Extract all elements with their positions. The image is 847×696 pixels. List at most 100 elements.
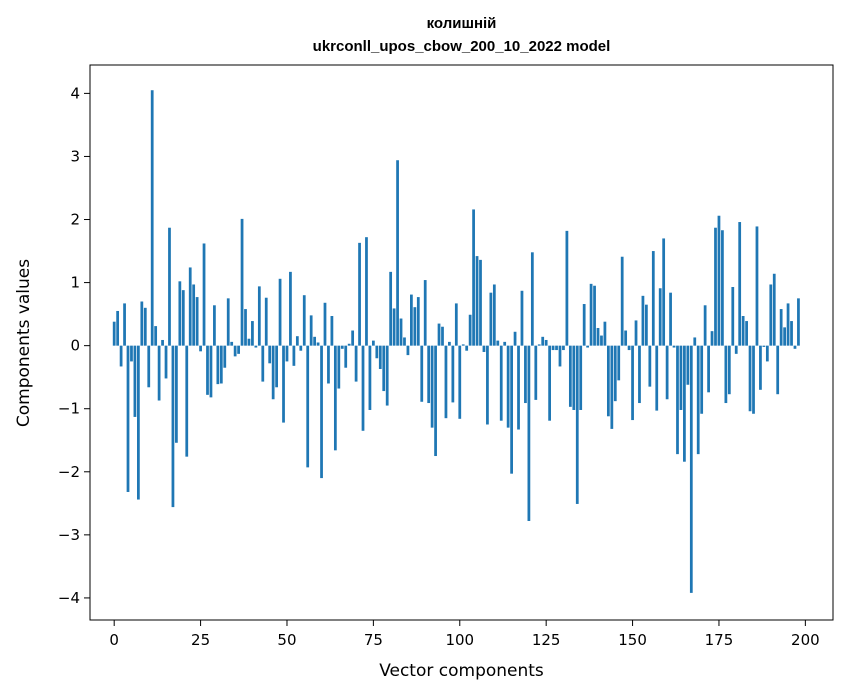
x-tick-label: 200 — [791, 631, 820, 649]
bar-86 — [410, 294, 413, 346]
bar-187 — [759, 345, 762, 390]
bar-95 — [441, 326, 444, 346]
bar-105 — [475, 256, 479, 346]
y-tick-label: −4 — [58, 589, 80, 607]
bar-112 — [499, 345, 503, 421]
bar-55 — [302, 295, 306, 346]
bar-59 — [316, 342, 320, 346]
bar-76 — [375, 345, 379, 359]
bar-128 — [555, 345, 558, 351]
bar-132 — [568, 345, 572, 407]
bar-130 — [562, 345, 565, 351]
bar-50 — [285, 345, 289, 362]
bar-97 — [448, 341, 451, 346]
bar-190 — [769, 284, 773, 346]
bar-26 — [202, 243, 206, 346]
bar-24 — [195, 297, 199, 346]
y-tick-label: 3 — [70, 147, 80, 165]
bar-191 — [772, 273, 776, 346]
bar-154 — [645, 304, 648, 346]
bar-38 — [244, 309, 247, 346]
bar-165 — [683, 345, 686, 462]
y-tick-label: −3 — [58, 526, 80, 544]
bar-167 — [689, 345, 693, 593]
bar-92 — [430, 345, 434, 428]
bar-114 — [506, 345, 510, 428]
bar-133 — [572, 345, 576, 410]
bar-84 — [403, 337, 406, 346]
x-tick-label: 100 — [445, 631, 474, 649]
bar-129 — [558, 345, 562, 367]
bar-5 — [130, 345, 133, 362]
bar-70 — [354, 345, 358, 382]
x-axis-ticks: 0 25 50 75 100 125 150 175 200 — [109, 620, 820, 649]
bar-77 — [378, 345, 382, 369]
bar-13 — [157, 345, 161, 401]
bar-61 — [323, 302, 327, 346]
bars-group — [112, 90, 800, 593]
bar-168 — [693, 337, 697, 346]
bar-185 — [752, 345, 755, 414]
x-tick-label: 175 — [705, 631, 734, 649]
bar-48 — [278, 278, 282, 346]
bar-182 — [741, 316, 745, 346]
bar-146 — [617, 345, 621, 381]
bar-166 — [686, 345, 690, 385]
bar-79 — [385, 345, 389, 406]
bar-176 — [721, 230, 724, 346]
bar-161 — [669, 292, 672, 346]
bar-63 — [330, 316, 334, 346]
bar-88 — [416, 297, 420, 346]
bar-171 — [703, 305, 707, 346]
bar-169 — [696, 345, 700, 455]
x-tick-label: 75 — [364, 631, 383, 649]
bar-198 — [797, 298, 800, 346]
bar-0 — [112, 321, 116, 346]
bar-197 — [793, 345, 797, 349]
bar-140 — [596, 327, 600, 346]
bar-62 — [327, 345, 330, 384]
bar-196 — [790, 321, 793, 346]
bar-20 — [181, 290, 185, 346]
bar-54 — [299, 345, 303, 351]
bar-186 — [755, 226, 759, 346]
bar-115 — [510, 345, 513, 474]
bar-173 — [710, 331, 714, 346]
bar-120 — [527, 345, 531, 521]
bar-69 — [351, 330, 355, 346]
bar-46 — [271, 345, 275, 400]
bar-138 — [589, 283, 593, 346]
bar-53 — [295, 336, 299, 346]
chart-title-line2: ukrconll_upos_cbow_200_10_2022 model — [313, 38, 611, 55]
bar-57 — [309, 315, 313, 346]
bar-78 — [382, 345, 386, 392]
bar-127 — [551, 345, 555, 351]
y-tick-label: −2 — [58, 463, 80, 481]
bar-153 — [641, 295, 645, 346]
x-tick-label: 150 — [618, 631, 647, 649]
bar-18 — [175, 345, 178, 443]
bar-180 — [734, 345, 738, 354]
bar-147 — [620, 256, 624, 346]
chart-title-line1: колишній — [427, 15, 497, 32]
bar-93 — [434, 345, 437, 457]
bar-131 — [565, 230, 569, 346]
bar-144 — [610, 345, 614, 429]
bar-149 — [627, 345, 631, 351]
bar-45 — [268, 345, 272, 364]
bar-124 — [541, 336, 545, 346]
bar-49 — [282, 345, 285, 423]
bar-81 — [392, 308, 396, 346]
bar-40 — [251, 321, 254, 346]
bar-103 — [468, 314, 472, 346]
bar-51 — [289, 271, 292, 346]
bar-101 — [461, 344, 465, 346]
bar-99 — [454, 303, 458, 346]
bar-152 — [638, 345, 641, 404]
bar-27 — [206, 345, 209, 395]
bar-178 — [727, 345, 731, 395]
bar-43 — [261, 345, 265, 382]
bar-163 — [676, 345, 679, 455]
bar-139 — [593, 285, 596, 346]
